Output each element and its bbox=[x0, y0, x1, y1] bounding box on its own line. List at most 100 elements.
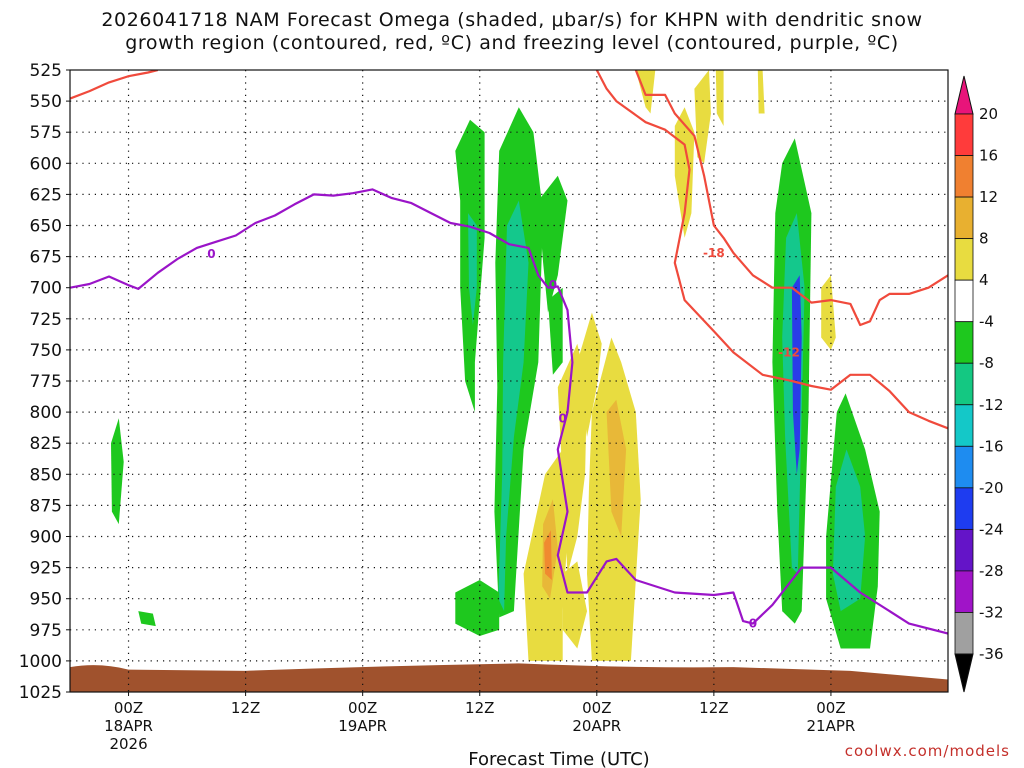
colorbar-swatch bbox=[954, 196, 974, 240]
ground-layer bbox=[70, 663, 948, 692]
omega-region-12 bbox=[111, 418, 124, 525]
dgz-contour-minus12-low bbox=[70, 70, 159, 100]
colorbar-swatch bbox=[954, 155, 974, 198]
x-tick-label: 12Z bbox=[699, 699, 728, 717]
omega-region-11 bbox=[832, 449, 866, 612]
x-tick-label: 00Z bbox=[348, 699, 377, 717]
omega-region-3 bbox=[498, 200, 529, 612]
colorbar-swatch bbox=[954, 612, 974, 655]
y-tick-label: 1000 bbox=[19, 652, 62, 672]
omega-region-6 bbox=[548, 287, 563, 375]
colorbar-top-arrow bbox=[954, 75, 974, 115]
dgz-contour-minus12 bbox=[595, 70, 948, 430]
colorbar-label: -28 bbox=[979, 562, 1004, 580]
ground bbox=[70, 663, 948, 692]
colorbar-swatch bbox=[954, 487, 974, 530]
y-tick-label: 950 bbox=[30, 590, 62, 610]
chart-title-line-2: growth region (contoured, red, ºC) and f… bbox=[125, 32, 899, 54]
y-tick-label: 625 bbox=[30, 185, 62, 205]
omega-region-16 bbox=[544, 530, 552, 580]
omega-shading bbox=[70, 70, 948, 692]
freezing-level-contour bbox=[70, 188, 948, 635]
dgz-contour-minus18 bbox=[634, 70, 948, 327]
y-tick-label: 850 bbox=[30, 465, 62, 485]
colorbar-swatch bbox=[954, 445, 974, 489]
colorbar-label: -16 bbox=[979, 437, 1004, 455]
y-tick-label: 750 bbox=[30, 341, 62, 361]
x-tick-label: 00Z bbox=[114, 699, 143, 717]
omega-region-24 bbox=[694, 70, 711, 164]
x-tick-label: 12Z bbox=[231, 699, 260, 717]
colorbar-label: -20 bbox=[979, 479, 1004, 497]
y-tick-label: 975 bbox=[30, 621, 62, 641]
contour-lines: 0 0 0 0 -18 -12 bbox=[70, 70, 948, 635]
colorbar-label: -36 bbox=[979, 645, 1004, 663]
x-tick-year: 2026 bbox=[109, 735, 147, 753]
colorbar-label: -32 bbox=[979, 603, 1004, 621]
dgz-label-minus12: -12 bbox=[778, 345, 800, 359]
colorbar-label: 12 bbox=[979, 188, 998, 206]
omega-region-5 bbox=[538, 175, 568, 313]
colorbar-swatch bbox=[954, 279, 974, 323]
omega-region-27 bbox=[821, 275, 836, 350]
x-tick-date: 18APR bbox=[104, 717, 153, 735]
y-tick-label: 550 bbox=[30, 92, 62, 112]
x-tick-date: 20APR bbox=[572, 717, 621, 735]
freezing-level-label: 0 bbox=[749, 617, 757, 631]
y-tick-label: 775 bbox=[30, 372, 62, 392]
omega-region-18 bbox=[577, 312, 602, 437]
colorbar-label: -4 bbox=[979, 313, 994, 331]
y-tick-label: 575 bbox=[30, 123, 62, 143]
colorbar-swatch bbox=[954, 113, 974, 156]
y-tick-label: 875 bbox=[30, 496, 62, 516]
y-tick-label: 725 bbox=[30, 310, 62, 330]
colorbar-label: -24 bbox=[979, 520, 1004, 538]
colorbar-label: -12 bbox=[979, 396, 1004, 414]
colorbar-label: 20 bbox=[979, 105, 998, 123]
y-tick-label: 650 bbox=[30, 217, 62, 237]
colorbar-label: 8 bbox=[979, 230, 989, 248]
x-tick-label: 00Z bbox=[582, 699, 611, 717]
freezing-level-label: 0 bbox=[549, 278, 557, 292]
x-axis-label: Forecast Time (UTC) bbox=[468, 749, 649, 768]
watermark: coolwx.com/models bbox=[844, 742, 1010, 760]
y-tick-label: 525 bbox=[30, 61, 62, 81]
y-tick-label: 700 bbox=[30, 279, 62, 299]
colorbar-swatch bbox=[954, 321, 974, 364]
colorbar-swatch bbox=[954, 362, 974, 406]
freezing-level-label: 0 bbox=[558, 411, 566, 425]
omega-region-9 bbox=[791, 275, 802, 475]
colorbar-swatch bbox=[954, 528, 974, 572]
x-tick-date: 19APR bbox=[338, 717, 387, 735]
omega-region-1 bbox=[468, 213, 477, 325]
colorbar-label: -8 bbox=[979, 354, 994, 372]
axes: 525 550 575 600 625 650 675 700 725 750 775 800 825 8… bbox=[19, 61, 949, 768]
omega-region-17 bbox=[557, 343, 587, 574]
colorbar-label: 4 bbox=[979, 271, 989, 289]
colorbar-bottom-arrow bbox=[954, 653, 974, 693]
omega-region-4 bbox=[455, 580, 500, 636]
x-tick-date: 21APR bbox=[807, 717, 856, 735]
y-tick-label: 825 bbox=[30, 434, 62, 454]
x-tick-label: 00Z bbox=[816, 699, 845, 717]
colorbar-swatch bbox=[954, 570, 974, 613]
colorbar: 20 16 12 8 4 -4 -8 -12 -16 -20 -24 -28 -32 -36 bbox=[954, 75, 1004, 693]
y-tick-label: 925 bbox=[30, 559, 62, 579]
y-tick-label: 1025 bbox=[19, 683, 62, 703]
y-tick-label: 600 bbox=[30, 154, 62, 174]
colorbar-swatch bbox=[954, 238, 974, 281]
omega-region-21 bbox=[562, 561, 587, 649]
omega-region-20 bbox=[606, 399, 627, 537]
omega-region-13 bbox=[138, 611, 156, 627]
chart-title-line-1: 2026041718 NAM Forecast Omega (shaded, μ… bbox=[101, 9, 923, 31]
omega-region-25 bbox=[715, 70, 724, 126]
colorbar-swatch bbox=[954, 404, 974, 447]
x-tick-label: 12Z bbox=[465, 699, 494, 717]
y-tick-label: 900 bbox=[30, 528, 62, 548]
freezing-level-label: 0 bbox=[207, 247, 215, 261]
dgz-label-minus18: -18 bbox=[703, 246, 725, 260]
omega-region-26 bbox=[757, 70, 765, 114]
colorbar-label: 16 bbox=[979, 147, 998, 165]
y-tick-label: 675 bbox=[30, 248, 62, 268]
